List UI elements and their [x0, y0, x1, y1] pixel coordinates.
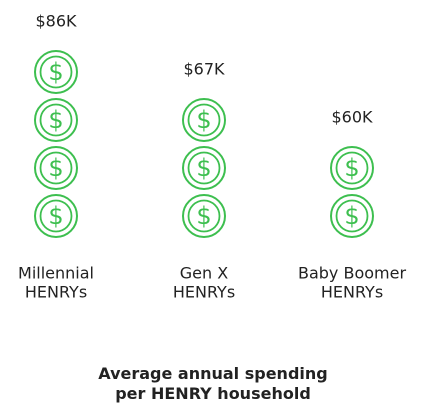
coin: $	[182, 194, 226, 238]
category-label: HENRYs	[25, 283, 87, 302]
coin-inner	[187, 151, 221, 185]
coin-outer	[330, 146, 374, 190]
category-label: HENRYs	[321, 283, 383, 302]
coin: $	[330, 146, 374, 190]
coin-symbol: $	[196, 202, 211, 230]
coin: $	[182, 98, 226, 142]
coin-inner	[335, 151, 369, 185]
category-label: Baby Boomer	[298, 264, 406, 283]
coin: $	[34, 50, 78, 94]
coin-symbol: $	[196, 154, 211, 182]
coin-outer	[182, 194, 226, 238]
coin: $	[330, 194, 374, 238]
category-label: HENRYs	[173, 283, 235, 302]
coin-inner	[187, 103, 221, 137]
coin-inner	[39, 151, 73, 185]
coin-inner	[187, 199, 221, 233]
coin-outer	[330, 194, 374, 238]
coin-inner	[39, 103, 73, 137]
category-label: Millennial	[18, 264, 94, 283]
coin-inner	[39, 55, 73, 89]
coin-inner	[39, 199, 73, 233]
coin-inner	[335, 199, 369, 233]
coin-outer	[34, 194, 78, 238]
coin-symbol: $	[196, 106, 211, 134]
value-label: $60K	[331, 108, 373, 127]
coin-symbol: $	[48, 58, 63, 86]
coin-outer	[34, 50, 78, 94]
category-label: Gen X	[180, 264, 228, 283]
coin: $	[34, 194, 78, 238]
coin-outer	[182, 146, 226, 190]
coin-symbol: $	[344, 154, 359, 182]
coin-symbol: $	[344, 202, 359, 230]
coin: $	[34, 146, 78, 190]
chart-title: Average annual spending per HENRY househ…	[98, 364, 328, 403]
value-label: $86K	[35, 12, 77, 31]
coin-symbol: $	[48, 202, 63, 230]
coin-symbol: $	[48, 154, 63, 182]
coin-outer	[34, 98, 78, 142]
coin: $	[182, 146, 226, 190]
coin-outer	[182, 98, 226, 142]
coin-symbol: $	[48, 106, 63, 134]
coin-outer	[34, 146, 78, 190]
coin: $	[34, 98, 78, 142]
value-label: $67K	[183, 60, 225, 79]
